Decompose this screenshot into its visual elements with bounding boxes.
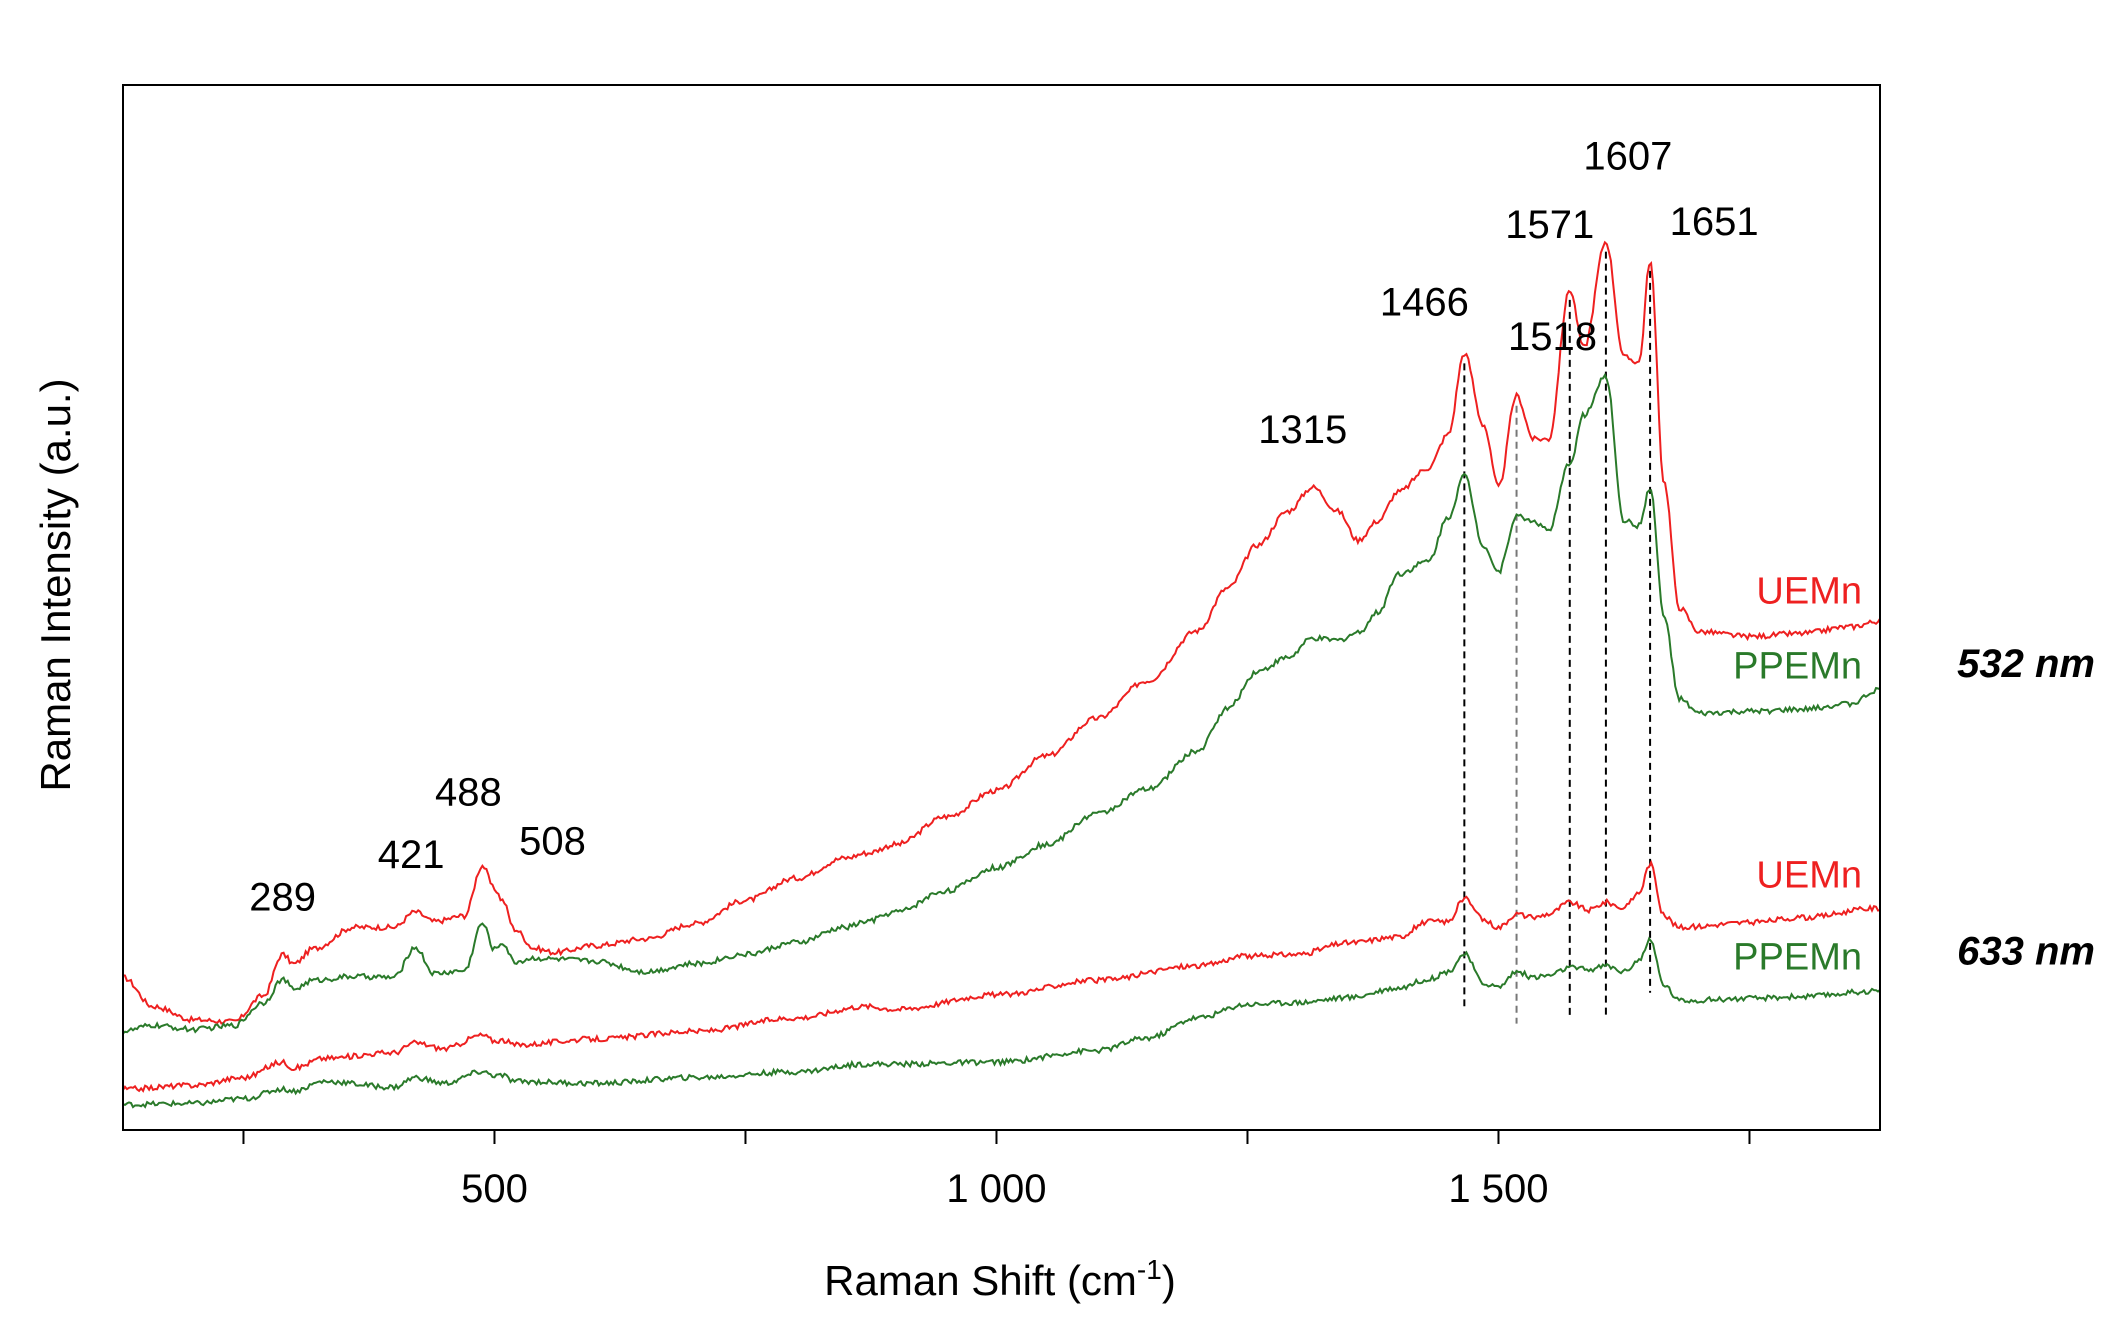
series-label-532-PPEMn: PPEMn [1733,645,1862,687]
series-labels: UEMn PPEMn UEMn PPEMn [1733,570,1862,978]
series-line-532-PPEMn [122,372,1881,1035]
peak-label-421: 421 [378,833,445,877]
laser-labels: 532 nm 633 nm [1957,642,2095,974]
x-axis-title-main: Raman Shift (cm [824,1257,1137,1304]
y-axis-title: Raman Intensity (a.u.) [32,378,79,791]
peak-label-488: 488 [435,771,502,815]
peak-labels: 289 421 488 508 1315 1466 1518 1571 1607 1651 [249,135,1758,920]
series-line-532-UEMn [122,240,1881,1025]
peak-label-289: 289 [249,875,316,919]
peak-label-1466: 1466 [1380,280,1469,324]
plot-frame [122,84,1881,1131]
peak-label-1518: 1518 [1508,315,1597,359]
reference-lines [1463,251,1652,1024]
laser-label-1: 633 nm [1957,930,2095,974]
x-axis-title: Raman Shift (cm-1) [824,1254,1176,1304]
x-axis-title-superscript: -1 [1137,1254,1162,1285]
peak-label-1571: 1571 [1505,203,1594,247]
peak-label-1607: 1607 [1583,135,1672,179]
x-axis-tick-labels: 500 1 000 1 500 [461,1167,1548,1211]
laser-label-0: 532 nm [1957,642,2095,686]
peak-label-508: 508 [519,819,586,863]
x-axis-title-close: ) [1162,1257,1176,1304]
peak-label-1315: 1315 [1258,408,1347,452]
series-line-633-UEMn [122,859,1881,1093]
x-axis-ticks [242,1130,1751,1144]
peak-label-1651: 1651 [1670,200,1759,244]
series-label-633-UEMn: UEMn [1756,854,1862,896]
x-tick-label-500: 500 [461,1167,528,1211]
x-tick-label-1500: 1 500 [1448,1167,1548,1211]
series-label-633-PPEMn: PPEMn [1733,937,1862,979]
series-label-532-UEMn: UEMn [1756,570,1862,612]
series-layer [122,240,1881,1109]
x-tick-label-1000: 1 000 [946,1167,1046,1211]
series-line-633-PPEMn [122,936,1881,1109]
